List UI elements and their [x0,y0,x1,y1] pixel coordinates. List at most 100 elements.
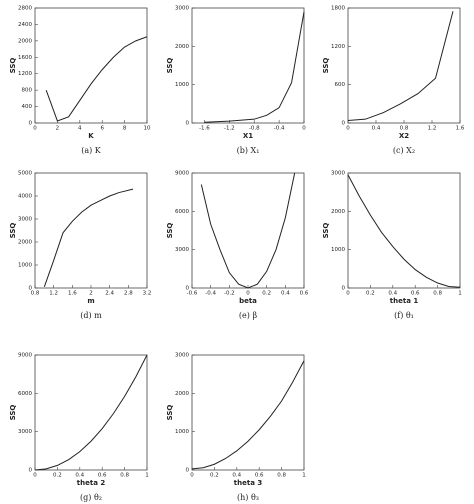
x-tick-label: 8 [123,126,127,132]
y-tick-label: 0 [186,121,190,127]
plot-frame [34,354,148,471]
x-tick-label: 0.8 [433,291,442,297]
y-tick-label: 4000 [18,194,32,200]
plot-frame [191,7,305,124]
data-line [45,36,148,122]
x-tick-label: 0.6 [300,291,309,297]
y-tick-label: 2400 [18,22,32,28]
x-tick-label: -0.2 [224,291,235,297]
y-tick-label: 0 [342,121,346,127]
x-tick-label: 0 [346,291,350,297]
x-tick-label: 0 [33,473,37,479]
y-tick-label: 9000 [175,171,189,177]
x-tick-label: 0.6 [255,473,264,479]
x-tick-label: 0.8 [400,126,409,132]
x-tick-label: 0.8 [31,291,40,297]
x-tick-label: 10 [144,126,151,132]
data-line [347,174,461,288]
x-tick-label: 3.2 [143,291,152,297]
x-axis-label: theta 3 [234,479,263,487]
y-tick-label: 3000 [331,171,345,177]
caption: (d) m [80,311,102,320]
plot-frame [34,7,148,124]
x-tick-label: 1 [145,473,149,479]
x-tick-label: 2.8 [124,291,133,297]
x-tick-label: 0.2 [262,291,271,297]
x-axis-label: theta 2 [77,479,106,487]
plot-frame [347,172,461,289]
caption: (h) θ₃ [237,493,259,502]
data-line [191,360,305,470]
y-tick-label: 1000 [18,263,32,269]
x-tick-label: 0 [302,126,306,132]
x-tick-label: -1.6 [199,126,210,132]
x-tick-label: 0.8 [120,473,129,479]
y-tick-label: 0 [186,468,190,474]
y-axis-label: SSQ [9,405,17,421]
x-tick-label: 1.6 [456,126,465,132]
y-tick-label: 600 [335,82,346,88]
y-tick-label: 6000 [18,391,32,397]
data-line [43,188,134,288]
x-axis-label: X2 [399,132,409,140]
x-tick-label: 0 [190,473,194,479]
y-axis-label: SSQ [166,58,174,74]
caption: (a) K [81,146,102,155]
x-tick-label: 1.2 [49,291,58,297]
y-tick-label: 0 [342,286,346,292]
y-tick-label: 9000 [18,353,32,359]
plot-frame [347,7,461,124]
y-axis-label: SSQ [322,223,330,239]
y-tick-label: 2800 [18,6,32,12]
y-axis-label: SSQ [166,223,174,239]
caption: (c) X₂ [393,146,415,155]
y-tick-label: 1000 [175,429,189,435]
y-tick-label: 3000 [18,429,32,435]
x-tick-label: 0.4 [281,291,290,297]
caption: (g) θ₂ [80,493,102,502]
x-tick-label: 1 [458,291,462,297]
x-axis-label: X1 [243,132,253,140]
x-tick-label: 2 [56,126,60,132]
y-tick-label: 1200 [18,71,32,77]
x-tick-label: 2.4 [105,291,114,297]
y-tick-label: 3000 [18,217,32,223]
y-tick-label: 2000 [18,38,32,44]
x-tick-label: 0 [33,126,37,132]
y-tick-label: 2000 [18,240,32,246]
x-axis-label: theta 1 [390,297,419,305]
y-tick-label: 0 [186,286,190,292]
y-tick-label: 5000 [18,171,32,177]
y-tick-label: 2000 [175,391,189,397]
x-tick-label: 0.6 [98,473,107,479]
plot-frame [191,354,305,471]
y-tick-label: 1800 [331,6,345,12]
x-tick-label: 0.8 [277,473,286,479]
x-tick-label: -0.6 [187,291,198,297]
y-tick-label: 6000 [175,209,189,215]
y-axis-label: SSQ [9,58,17,74]
x-tick-label: -0.8 [249,126,260,132]
x-tick-label: 0 [346,126,350,132]
x-tick-label: 0.4 [232,473,241,479]
data-line [200,172,296,289]
x-axis-label: K [88,132,94,140]
data-line [347,11,454,121]
y-tick-label: 2000 [175,44,189,50]
y-tick-label: 1000 [175,82,189,88]
x-tick-label: 0.6 [411,291,420,297]
x-tick-label: 0.2 [210,473,219,479]
y-tick-label: 0 [29,286,33,292]
x-tick-label: 0.4 [75,473,84,479]
x-tick-label: 1.2 [428,126,437,132]
x-tick-label: 0 [246,291,250,297]
y-tick-label: 0 [29,468,33,474]
x-tick-label: 0.4 [372,126,381,132]
y-tick-label: 3000 [175,353,189,359]
y-axis-label: SSQ [166,405,174,421]
x-tick-label: 2 [89,291,93,297]
caption: (e) β [239,311,258,320]
caption: (b) X₁ [237,146,260,155]
x-tick-label: 0.4 [388,291,397,297]
